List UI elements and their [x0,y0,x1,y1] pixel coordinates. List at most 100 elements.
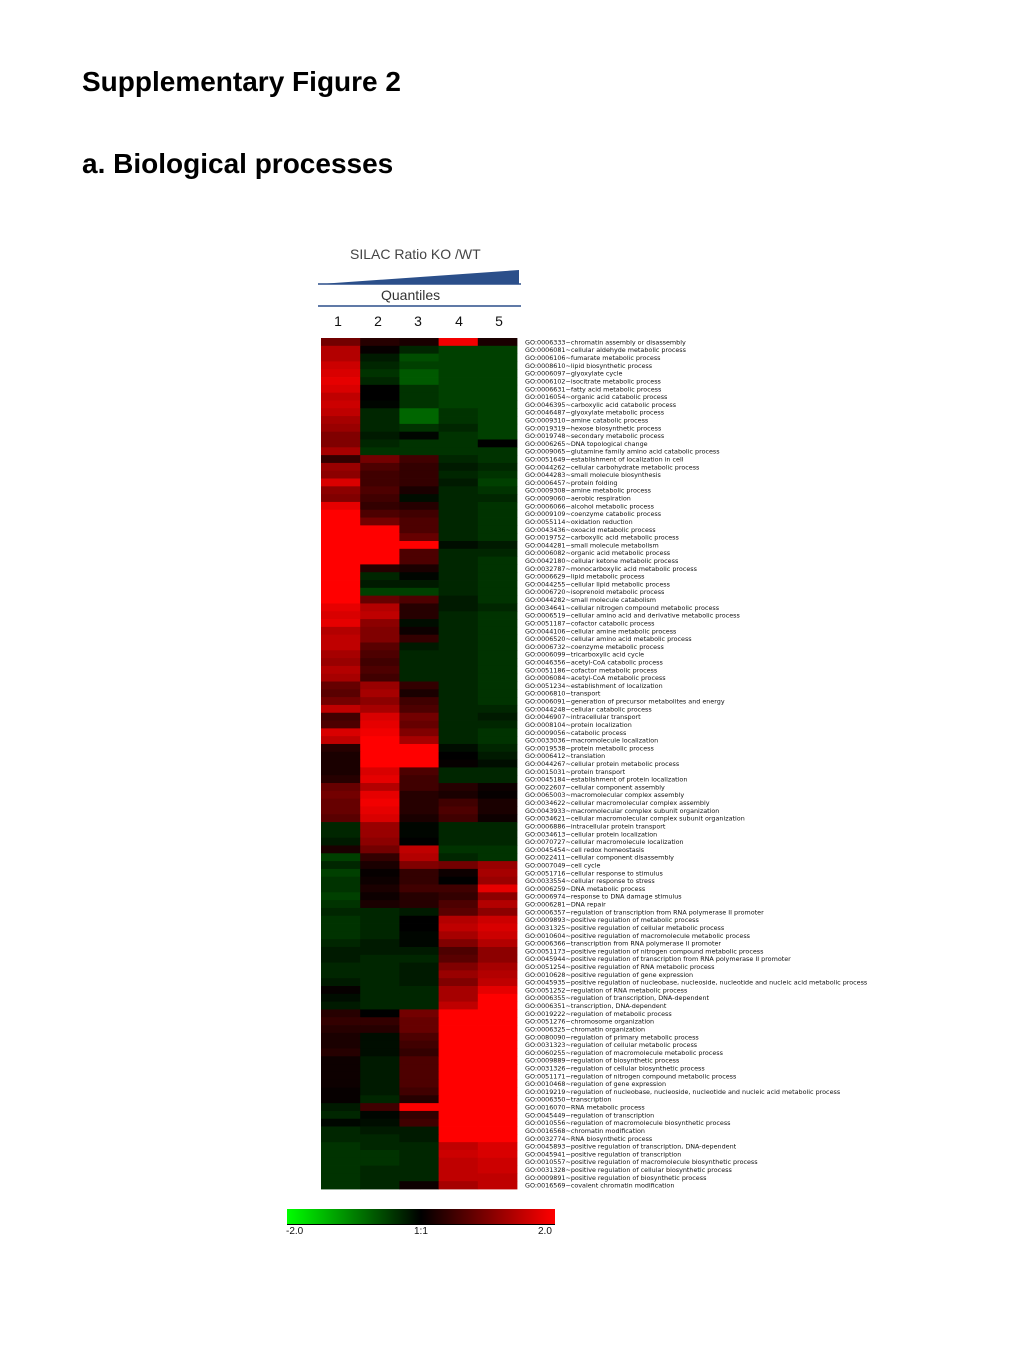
heatmap-cell [477,798,518,807]
heatmap-cell [477,564,518,573]
heatmap-cell [399,392,439,401]
heatmap-cell [399,767,439,776]
heatmap-cell [399,962,439,971]
heatmap-row-label: GO:0043933~macromolecular complex subuni… [525,807,719,815]
heatmap-cell [360,431,400,440]
heatmap-cell [477,439,518,448]
heatmap-row-label: GO:0045935~positive regulation of nucleo… [525,979,868,987]
heatmap-row-label: GO:0006720~isoprenoid metabolic process [525,588,665,596]
heatmap-cell [399,431,439,440]
heatmap-cell [399,986,439,995]
heatmap-cell [321,1056,361,1065]
heatmap-row-label: GO:0051252~regulation of RNA metabolic p… [525,986,688,994]
heatmap-cell [399,1032,439,1042]
heatmap-cell [399,1134,439,1143]
heatmap-cell [321,384,361,394]
heatmap-row-label: GO:0006631~fatty acid metabolic process [525,385,662,393]
heatmap-row-label: GO:0008104~protein localization [525,721,632,729]
heatmap-cell [360,900,400,909]
heatmap-cell [321,962,361,971]
heatmap-cell [477,767,518,776]
heatmap-cell [399,845,439,854]
heatmap-row-label: GO:0006333~chromatin assembly or disasse… [525,338,686,346]
heatmap-cell [477,1009,518,1018]
heatmap-cell [321,353,361,362]
heatmap-cell [399,369,439,378]
heatmap-cell [360,681,400,690]
heatmap-cell [360,673,400,682]
heatmap-cell [321,580,361,589]
heatmap-cell [360,603,400,612]
heatmap-cell [399,775,439,784]
heatmap-cell [438,1134,479,1143]
heatmap-cell [438,1165,479,1174]
heatmap-row-label: GO:0045893~positive regulation of transc… [525,1143,737,1151]
heatmap-cell [477,845,518,854]
heatmap-cell [321,892,361,901]
heatmap-row-label: GO:0006259~DNA metabolic process [525,885,646,893]
heatmap-cell [321,462,361,472]
heatmap-cell [321,743,361,753]
heatmap-cell [438,1071,479,1081]
heatmap-cell [438,338,479,347]
heatmap-row-label: GO:0007049~cell cycle [525,861,600,869]
heatmap-cell [399,704,439,714]
heatmap-cell [399,681,439,690]
heatmap-cell [438,775,479,784]
heatmap-cell [360,946,400,956]
heatmap-cell [360,1009,400,1018]
heatmap-row-label: GO:0010468~regulation of gene expression [525,1080,666,1088]
heatmap-cell [399,650,439,659]
heatmap-cell [360,853,400,862]
heatmap-cell [399,759,439,768]
heatmap-cell [438,915,479,924]
heatmap-cell [477,1048,518,1057]
heatmap-cell [438,572,479,581]
heatmap-cell [438,1009,479,1018]
heatmap-row-label: GO:0006351~transcription, DNA-dependent [525,1002,667,1010]
heatmap-cell [360,1103,400,1112]
heatmap-cell [477,408,518,417]
heatmap-cell [360,611,400,620]
heatmap-row-label: GO:0045184~establishment of protein loca… [525,776,687,784]
heatmap-row-label: GO:0009056~catabolic process [525,729,627,737]
heatmap-cell [399,861,439,870]
heatmap-row-label: GO:0019319~hexose biosynthetic process [525,424,662,432]
heatmap-cell [321,1095,361,1104]
heatmap-cell [438,650,479,659]
heatmap-row-label: GO:0045449~regulation of transcription [525,1111,654,1119]
heatmap-row-label: GO:0051716~cellular response to stimulus [525,869,663,877]
heatmap-cell [360,884,400,893]
heatmap-row-label: GO:0019752~carboxylic acid metabolic pro… [525,534,679,542]
column-label-4: 4 [455,313,463,329]
heatmap-cell [438,783,479,792]
heatmap-cell [360,915,400,924]
heatmap-cell [360,1134,400,1143]
heatmap-cell [321,1157,361,1166]
heatmap-cell [477,829,518,839]
heatmap-cell [360,658,400,667]
heatmap-cell [321,572,361,581]
heatmap-cell [399,1110,439,1120]
heatmap-cell [477,939,518,948]
heatmap-cell [438,931,479,940]
heatmap-cell [399,1165,439,1174]
heatmap-cell [321,1118,361,1127]
heatmap-cell [321,517,361,526]
heatmap-cell [360,447,400,456]
heatmap-cell [399,915,439,924]
heatmap-cell [321,884,361,893]
heatmap-cell [438,1001,479,1010]
heatmap-cell [438,837,479,846]
heatmap-cell [438,501,479,511]
heatmap-cell [438,353,479,362]
heatmap-cell [360,1173,400,1182]
heatmap-cell [360,939,400,948]
heatmap-cell [399,1181,439,1190]
heatmap-row-label: GO:0044281~small molecule metabolism [525,541,659,549]
heatmap-cell [399,876,439,885]
heatmap-cell [321,736,361,745]
heatmap-cell [438,564,479,573]
heatmap-cell [399,697,439,706]
